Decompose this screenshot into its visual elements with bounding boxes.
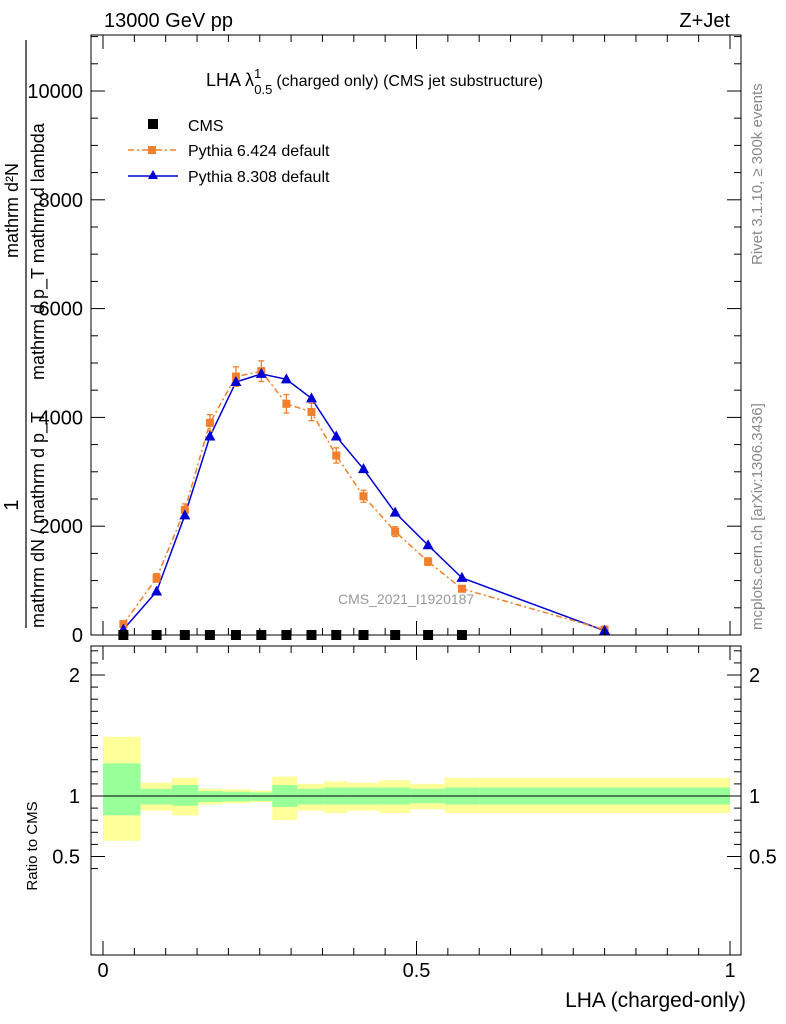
legend-marker-cms [148, 119, 158, 129]
header-energy: 13000 GeV pp [104, 10, 233, 32]
ratio-inner-band [171, 785, 199, 806]
ylabel-line-1: 1 [1, 499, 23, 510]
pythia8-point [389, 506, 401, 517]
pythia8-point [151, 585, 163, 596]
ratio-panel: 0.5 0.5 1 1 2 2 0 0.5 1 [52, 645, 777, 982]
pythia6-point [205, 418, 214, 427]
watermark: CMS_2021_I1920187 [338, 591, 474, 607]
ratio-y-tick-label: 1 [69, 786, 80, 808]
mcplots-label: mcplots.cern.ch [arXiv:1306.3436] [749, 403, 766, 630]
xlabel: LHA (charged-only) [565, 989, 746, 1012]
ratio-inner-band [222, 791, 251, 802]
title-main: LHA λ [206, 70, 254, 90]
x-tick-label: 0 [97, 960, 108, 982]
x-tick-label: 1 [724, 960, 735, 982]
legend: CMS Pythia 6.424 default Pythia 8.308 de… [128, 118, 330, 186]
pythia8-point [204, 430, 216, 441]
ratio-inner-band [297, 788, 324, 805]
legend-marker-pythia6 [148, 146, 156, 154]
main-panel: 0 2000 4000 6000 8000 10000 [27, 34, 742, 647]
ratio-inner-band [140, 788, 172, 805]
ratio-ylabel: Ratio to CMS [24, 801, 41, 890]
ylabel-line-4: mathrm d p_T mathrm d lambda [28, 122, 49, 380]
ratio-inner-band [250, 792, 273, 801]
ratio-y-tick-label-right: 2 [749, 665, 760, 687]
ylabel-line-2: mathrm dN / mathrm d p_T [28, 412, 49, 628]
pythia8-point [330, 430, 342, 441]
y-tick-label: 4000 [39, 407, 84, 429]
pythia6-point [359, 492, 368, 501]
pythia8-point [358, 463, 370, 474]
pythia8-point [230, 376, 242, 387]
pythia6-point [152, 573, 161, 582]
ylabel-line-3: mathrm d²N [2, 163, 22, 258]
pythia6-point [282, 399, 291, 408]
title-sub: 0.5 [254, 82, 272, 97]
pythia6-point [457, 584, 466, 593]
title-rest: (charged only) (CMS jet substructure) [276, 73, 543, 90]
ratio-y-tick-label-right: 1 [749, 786, 760, 808]
ratio-y-tick-label: 0.5 [52, 847, 80, 869]
title-sup: 1 [254, 66, 261, 81]
main-title: LHA λ1 0.5 (charged only) (CMS jet substru… [206, 66, 543, 97]
pythia8-point [422, 539, 434, 550]
pythia8-point [255, 367, 267, 378]
header-process: Z+Jet [679, 10, 730, 32]
pythia8-point [179, 509, 191, 520]
y-tick-label: 8000 [39, 190, 84, 212]
pythia6-point [424, 557, 433, 566]
y-tick-label: 0 [72, 625, 83, 647]
pythia8-point [280, 373, 292, 384]
pythia6-line [122, 370, 605, 631]
pythia6-point [332, 451, 341, 460]
pythia8-point [305, 392, 317, 403]
ratio-inner-band [198, 791, 223, 803]
y-tick-label: 6000 [39, 299, 84, 321]
pythia6-point [307, 407, 316, 416]
ratio-y-tick-label: 2 [69, 665, 80, 687]
main-panel-background [91, 35, 741, 635]
pythia8-line [122, 373, 605, 632]
pythia8-point [456, 571, 468, 582]
legend-label-cms: CMS [188, 118, 224, 135]
legend-label-pythia8: Pythia 8.308 default [188, 169, 330, 186]
legend-label-pythia6: Pythia 6.424 default [188, 143, 330, 160]
main-ylabel: 1 mathrm dN / mathrm d p_T mathrm d²N ma… [1, 40, 49, 628]
ratio-inner-band [103, 763, 141, 816]
x-tick-label: 0.5 [403, 960, 431, 982]
rivet-label: Rivet 3.1.10, ≥ 300k events [749, 83, 766, 265]
y-tick-label: 2000 [39, 516, 84, 538]
legend-marker-pythia8 [148, 170, 158, 179]
ratio-y-tick-label-right: 0.5 [749, 847, 777, 869]
y-tick-label: 10000 [27, 81, 83, 103]
pythia6-point [391, 527, 400, 536]
